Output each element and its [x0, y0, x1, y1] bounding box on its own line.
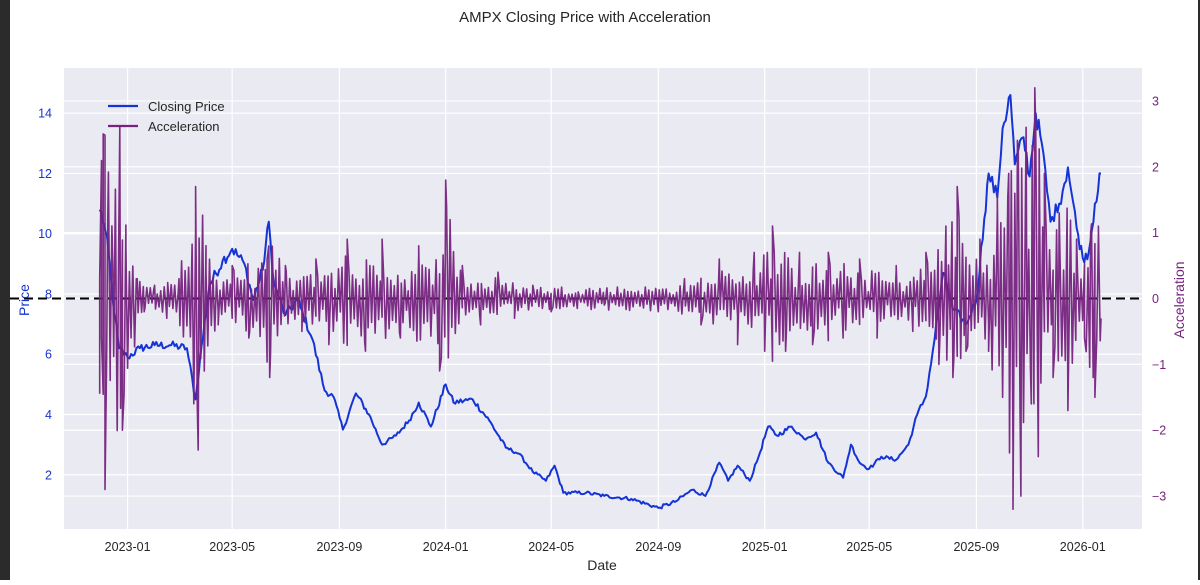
y2-tick-label: −3	[1152, 490, 1166, 504]
y-axis-label: Price	[16, 284, 32, 316]
legend: Closing Price Acceleration	[108, 99, 225, 134]
y-tick-label: 6	[45, 348, 52, 362]
x-tick-label: 2023-09	[316, 540, 362, 554]
y-tick-label: 10	[38, 227, 52, 241]
y2-tick-label: 3	[1152, 94, 1159, 108]
y2-tick-label: −1	[1152, 358, 1166, 372]
y2-tick-label: −2	[1152, 424, 1166, 438]
x-tick-label: 2026-01	[1060, 540, 1106, 554]
x-tick-label: 2024-09	[635, 540, 681, 554]
x-tick-label: 2024-05	[528, 540, 574, 554]
x-tick-label: 2023-01	[105, 540, 151, 554]
legend-label-acceleration: Acceleration	[148, 119, 220, 134]
y-tick-label: 14	[38, 107, 52, 121]
x-tick-label: 2025-01	[742, 540, 788, 554]
legend-label-closing-price: Closing Price	[148, 99, 225, 114]
y2-axis-label: Acceleration	[1171, 261, 1187, 338]
window-left-border	[0, 0, 10, 580]
y2-tick-label: 1	[1152, 226, 1159, 240]
y2-tick-label: 0	[1152, 292, 1159, 306]
y2-tick-labels: −3 −2 −1 0 1 2 3	[1152, 94, 1166, 503]
acceleration-line	[98, 87, 1102, 511]
x-tick-labels: 2023-01 2023-05 2023-09 2024-01 2024-05 2024-…	[105, 540, 1106, 554]
series-layer	[98, 87, 1102, 511]
x-tick-label: 2025-09	[953, 540, 999, 554]
x-tick-label: 2025-05	[846, 540, 892, 554]
y-tick-label: 2	[45, 468, 52, 482]
y2-tick-label: 2	[1152, 160, 1159, 174]
x-tick-label: 2024-01	[423, 540, 469, 554]
y-tick-label: 12	[38, 167, 52, 181]
chart-title: AMPX Closing Price with Acceleration	[459, 9, 711, 26]
y-tick-label: 8	[45, 287, 52, 301]
window-right-border	[1198, 0, 1200, 580]
grid-lines	[64, 68, 1142, 529]
y-tick-labels: 2 4 6 8 10 12 14	[38, 107, 52, 483]
y-tick-label: 4	[45, 408, 52, 422]
x-tick-label: 2023-05	[209, 540, 255, 554]
x-axis-label: Date	[587, 557, 617, 573]
